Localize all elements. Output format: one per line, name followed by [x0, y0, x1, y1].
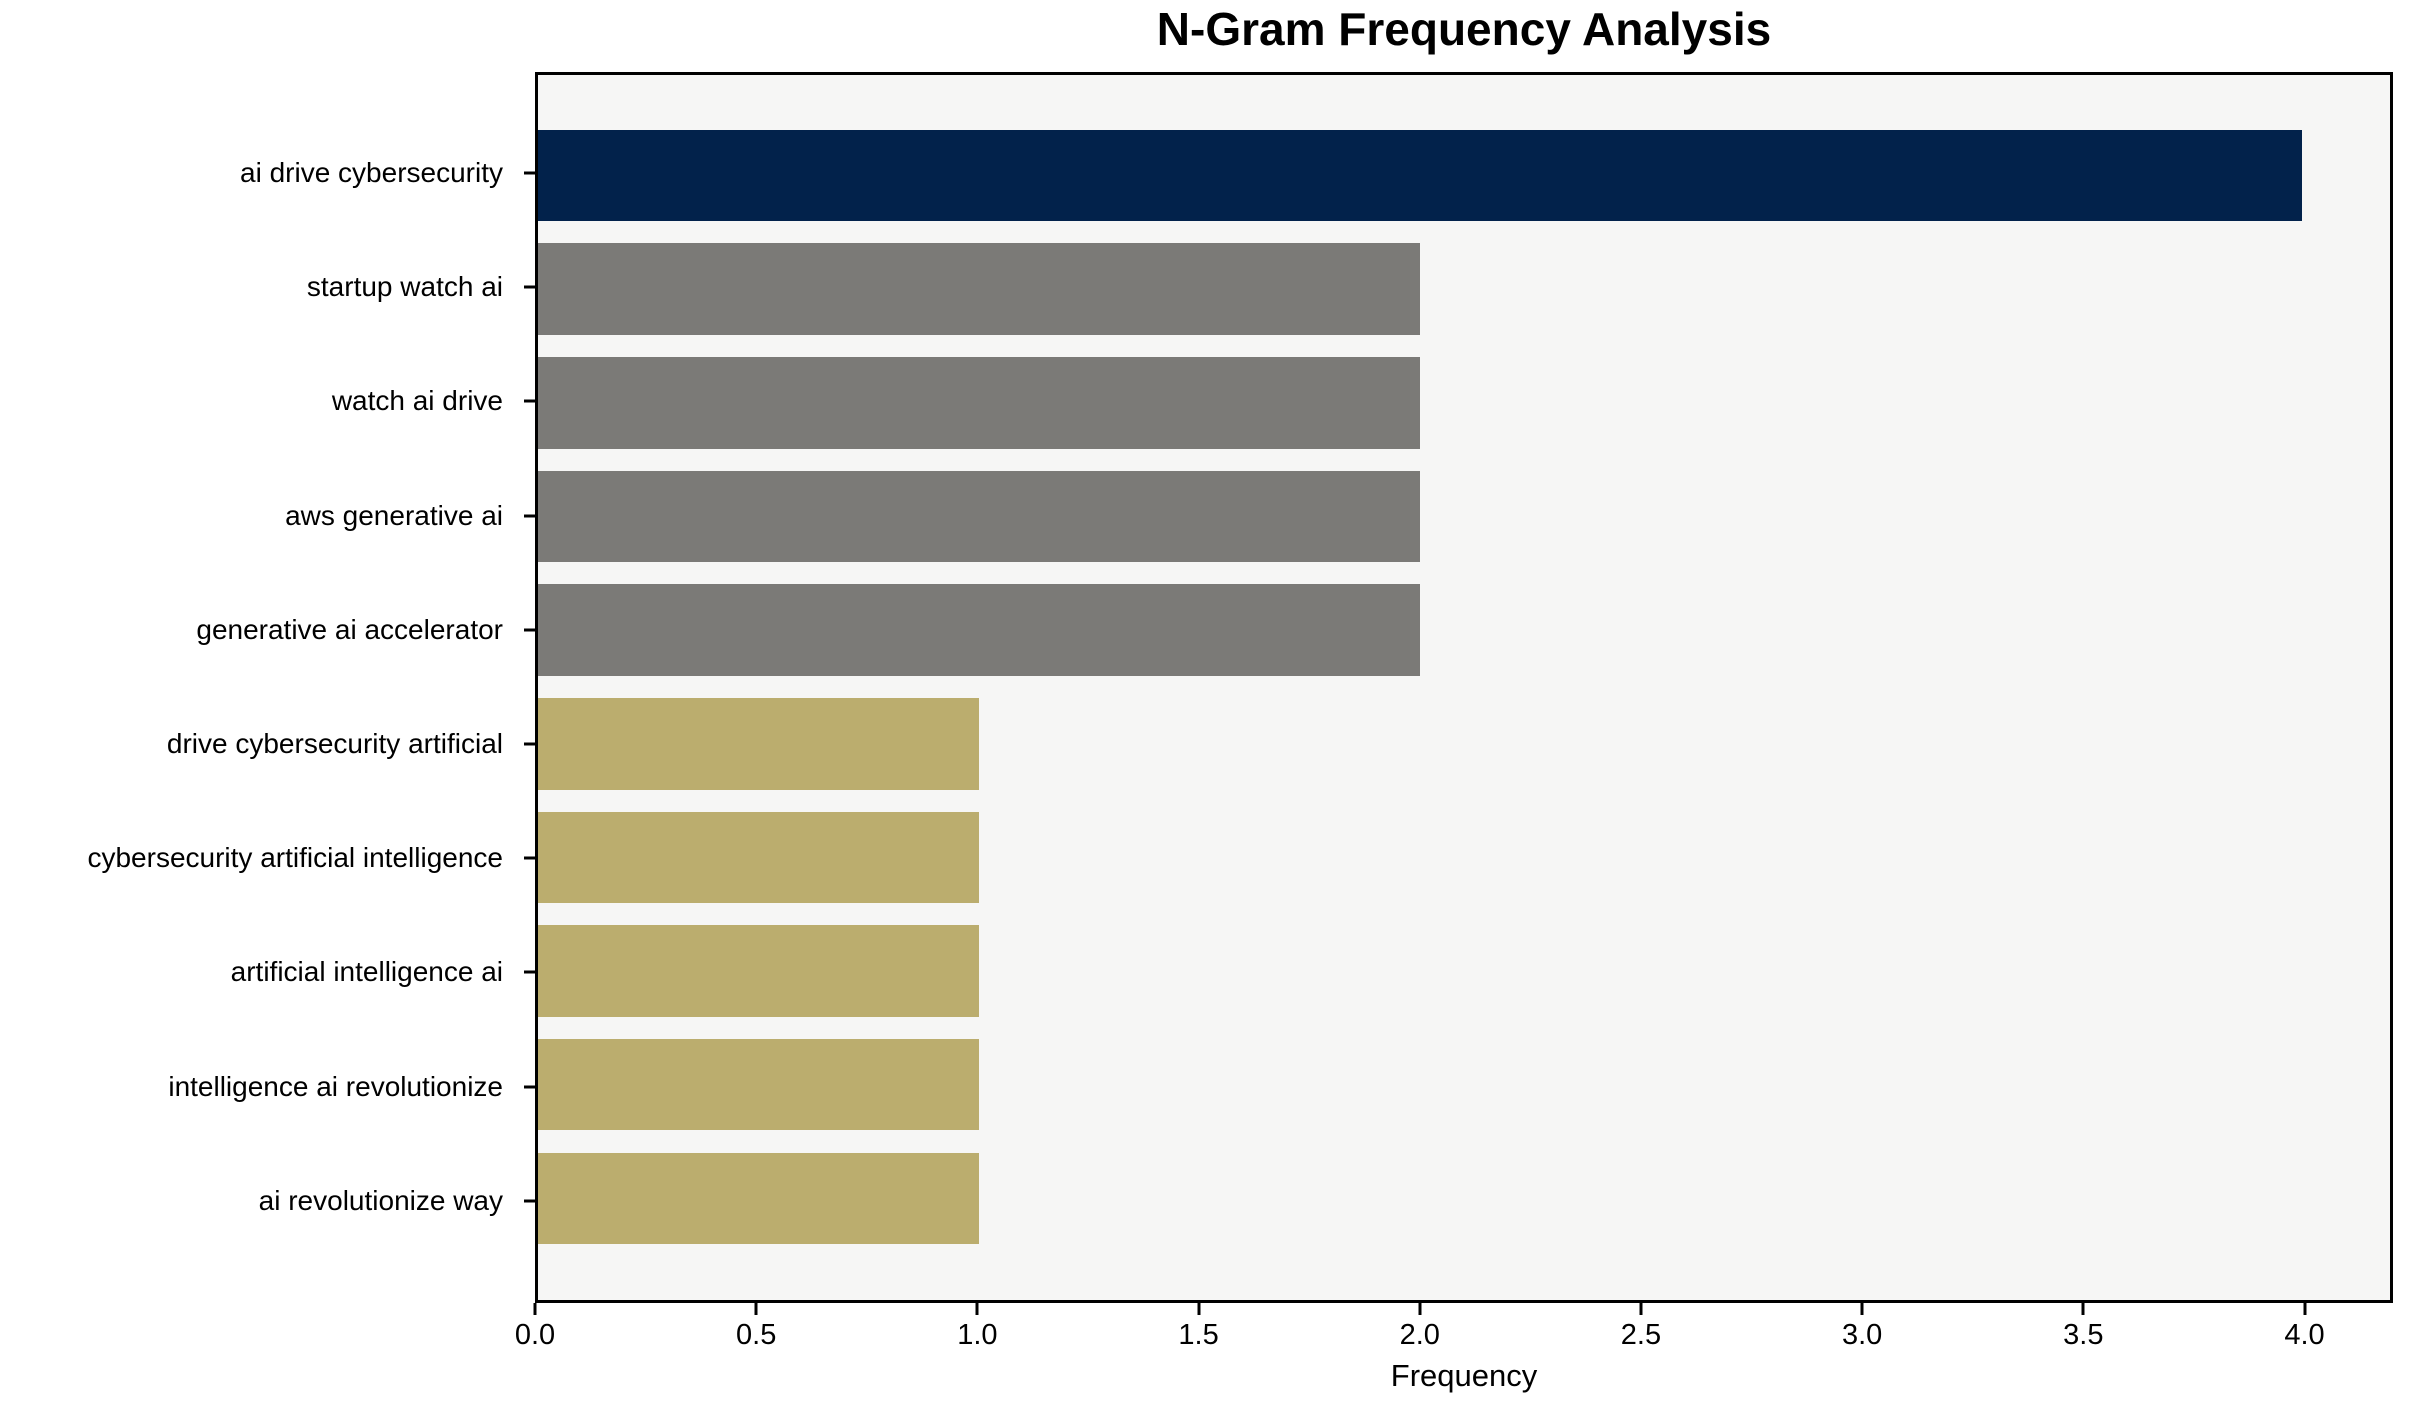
y-tick-label: aws generative ai [285, 499, 503, 531]
bar [538, 925, 979, 1017]
x-tick-mark [1639, 1303, 1643, 1315]
y-tick-label: generative ai accelerator [196, 613, 503, 645]
y-tick-label: ai drive cybersecurity [240, 157, 503, 189]
y-tick-mark [524, 970, 535, 974]
y-tick-label: artificial intelligence ai [230, 956, 503, 988]
bar [538, 584, 1420, 676]
bar [538, 243, 1420, 335]
x-tick-label: 3.0 [1841, 1319, 1883, 1351]
y-tick-mark [524, 1199, 535, 1203]
bar [538, 357, 1420, 449]
chart-title: N-Gram Frequency Analysis [1156, 3, 1772, 55]
bar [538, 129, 2302, 222]
y-tick-mark [524, 856, 535, 860]
x-axis: 0.0 0.5 1.0 1.5 2.0 2.5 3.0 3.5 4.0 [515, 1303, 2393, 1393]
y-tick-label: cybersecurity artificial intelligence [87, 842, 503, 874]
bar [538, 811, 979, 904]
x-tick-mark [2303, 1303, 2307, 1315]
y-tick-mark [524, 285, 535, 289]
x-tick-mark [2081, 1303, 2085, 1315]
x-tick-label: 0.5 [736, 1319, 777, 1351]
y-tick-mark [524, 1085, 535, 1089]
y-tick-label: ai revolutionize way [258, 1184, 503, 1216]
x-tick-label: 1.5 [1178, 1319, 1219, 1351]
y-tick-label: intelligence ai revolutionize [168, 1070, 503, 1102]
bar [538, 698, 979, 790]
x-tick-label: 2.5 [1620, 1319, 1662, 1351]
y-tick-mark [524, 742, 535, 746]
y-tick-mark [524, 171, 535, 175]
bar [538, 1038, 979, 1131]
x-tick-mark [1860, 1303, 1864, 1315]
x-tick-label: 3.5 [2063, 1319, 2104, 1351]
y-tick-mark [524, 514, 535, 518]
x-tick-mark [533, 1303, 537, 1315]
y-tick-label: startup watch ai [306, 271, 503, 303]
x-tick-mark [975, 1303, 979, 1315]
y-tick-mark [524, 628, 535, 632]
plot-area [535, 72, 2393, 1303]
y-tick-label: watch ai drive [331, 385, 503, 417]
x-tick-label: 2.0 [1399, 1319, 1440, 1351]
bar [538, 1152, 979, 1245]
bar [538, 470, 1420, 563]
x-axis-label: Frequency [1390, 1358, 1538, 1393]
y-tick-mark [524, 399, 535, 403]
y-tick-label: drive cybersecurity artificial [166, 728, 503, 760]
y-axis: ai drive cybersecurity startup watch ai wa… [0, 72, 535, 1303]
x-tick-label: 4.0 [2284, 1319, 2325, 1351]
x-tick-label: 1.0 [957, 1319, 998, 1351]
x-tick-mark [1418, 1303, 1422, 1315]
x-tick-label: 0.0 [514, 1319, 556, 1351]
x-tick-mark [754, 1303, 758, 1315]
x-tick-mark [1197, 1303, 1201, 1315]
